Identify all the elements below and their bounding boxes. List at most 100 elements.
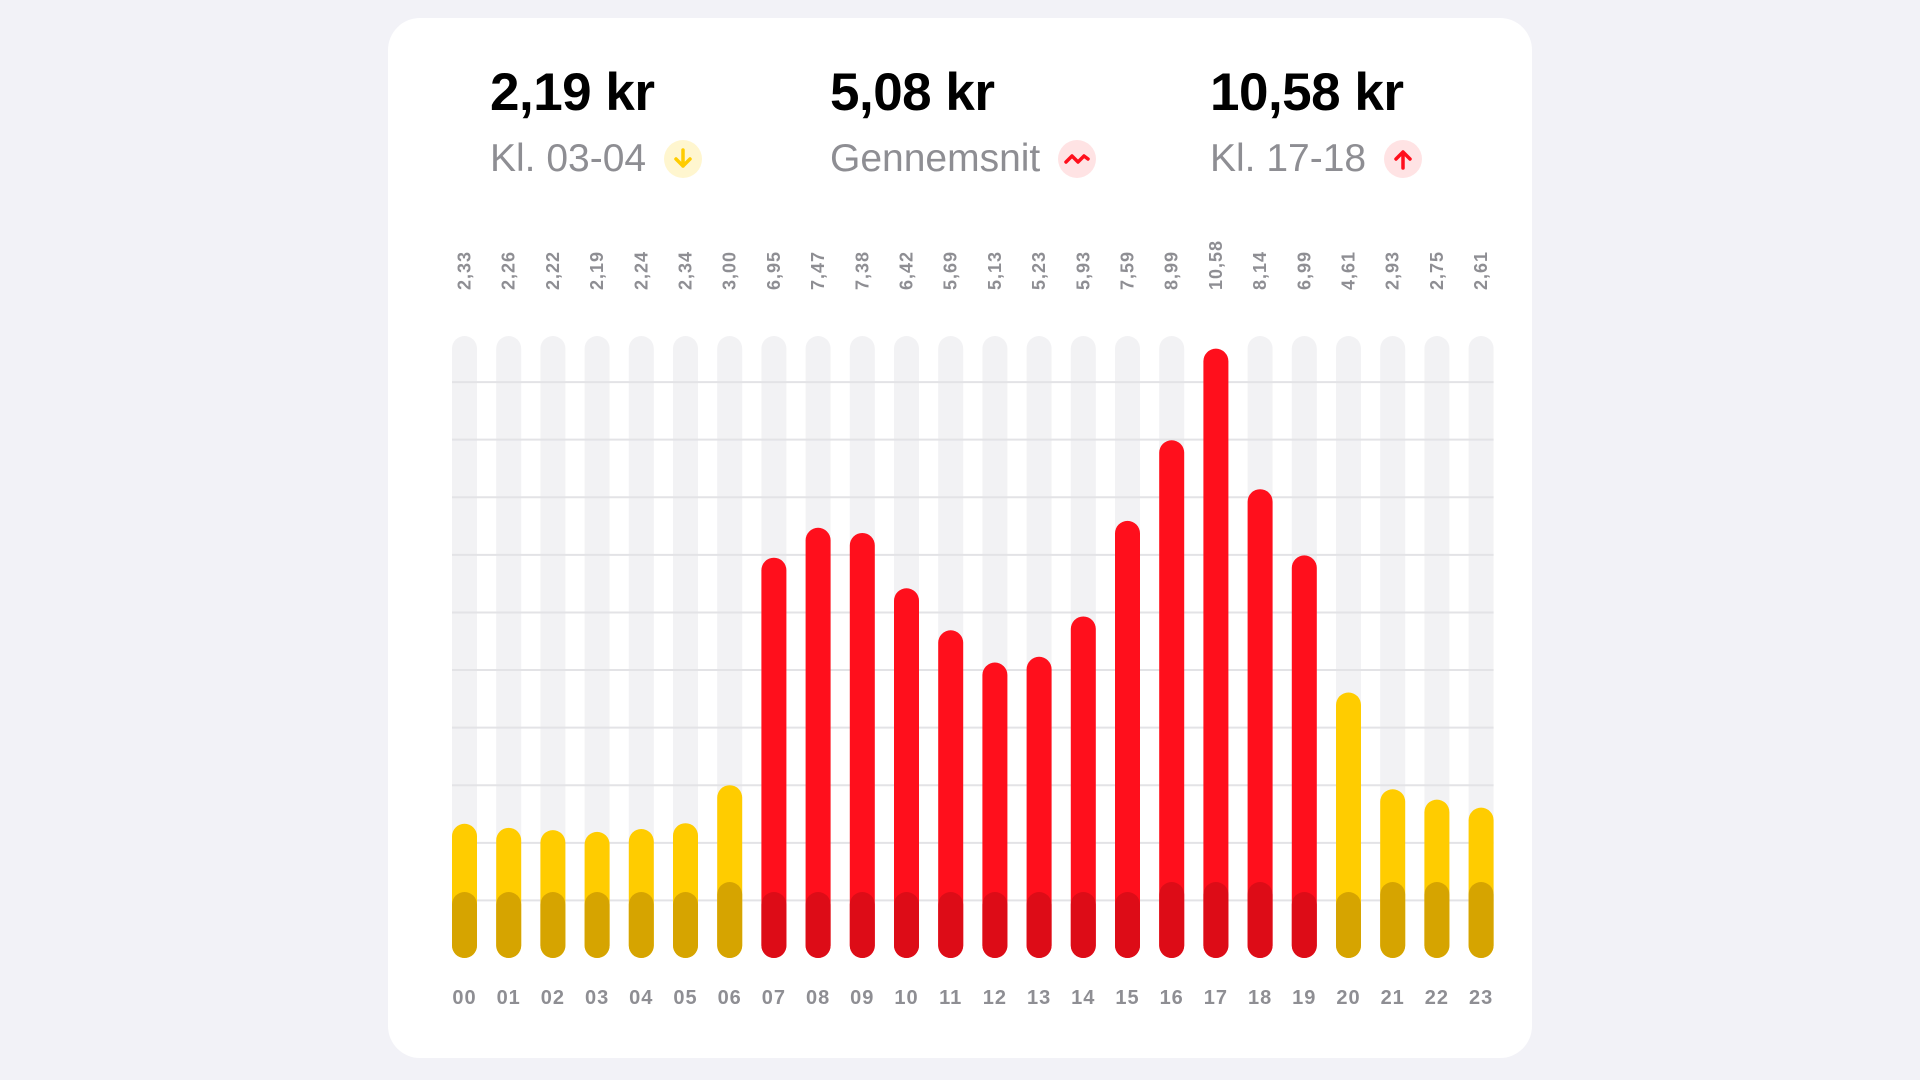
bar-value-label: 8,14 [1250,251,1270,290]
hour-tick-label: 05 [673,987,697,1009]
price-bar-base [1468,882,1494,958]
price-bar-base [938,892,964,958]
bar-value-label: 5,13 [985,251,1005,290]
price-bar-base [805,892,831,958]
price-bar[interactable] [1070,616,1096,958]
bar-value-label: 6,99 [1294,251,1314,290]
hour-tick-label: 18 [1248,987,1272,1009]
bar-value-label: 2,33 [455,251,475,290]
hour-tick-label: 14 [1071,987,1095,1009]
price-bar-base [452,892,477,958]
hour-tick-label: 10 [894,987,918,1009]
hour-tick-label: 07 [762,987,786,1009]
bar-value-label: 2,22 [543,251,563,290]
price-bar-base [761,892,787,958]
hour-tick-label: 20 [1336,987,1360,1009]
trend-wave-icon [1058,139,1097,178]
price-bar-base [628,892,654,958]
price-bar[interactable] [982,662,1008,958]
hour-tick-label: 19 [1292,987,1316,1009]
price-bar[interactable] [1026,656,1052,958]
price-bar-base [496,892,522,958]
price-bar-base [1070,892,1096,958]
hour-tick-label: 17 [1204,987,1228,1009]
highest-price-time: Kl. 17-18 [1210,137,1367,180]
hourly-price-chart: 2,33 2,26 2,22 2,19 2,24 2,34 3,00 6,95 7,47 7,38… [452,240,1494,1009]
bar-value-label: 8,99 [1162,251,1182,290]
hour-tick-label: 04 [629,987,653,1009]
price-bar-base [717,882,743,958]
average-price-value: 5,08 kr [830,63,995,122]
hour-tick-label: 00 [452,987,476,1009]
price-bar[interactable] [849,532,875,958]
price-bar[interactable] [1247,489,1273,958]
hour-tick-label: 23 [1469,987,1493,1009]
price-bar-base [673,892,698,958]
bar-value-label: 7,38 [852,251,872,290]
hour-tick-label: 06 [718,987,742,1009]
bar-value-label: 2,19 [587,251,607,290]
bar-value-label: 2,24 [631,251,651,290]
price-bar[interactable] [894,588,919,958]
bar-track [496,336,522,958]
lowest-price-stat: 2,19 kr Kl. 03-04 [490,63,703,180]
highest-price-value: 10,58 kr [1210,63,1404,122]
lowest-price-value: 2,19 kr [490,63,655,122]
bar-track [1468,336,1494,958]
hour-tick-label: 15 [1115,987,1139,1009]
price-bar-base [1424,882,1450,958]
arrow-up-icon [1384,139,1423,178]
hour-tick-label: 12 [983,987,1007,1009]
price-bar[interactable] [761,557,787,958]
bar-track [673,336,698,958]
bar-value-label: 7,59 [1118,251,1138,290]
arrow-down-icon [664,139,703,178]
price-bar-base [849,892,875,958]
hour-tick-label: 01 [497,987,521,1009]
average-price-stat: 5,08 kr Gennemsnit [830,63,1097,180]
bar-value-label: 10,58 [1206,240,1226,290]
bar-value-label: 5,23 [1029,251,1049,290]
price-bar-base [1159,882,1185,958]
price-bar[interactable] [1115,520,1140,958]
price-bar-base [1380,882,1406,958]
lowest-price-time: Kl. 03-04 [490,137,647,180]
bar-value-label: 2,26 [499,251,519,290]
hour-tick-label: 03 [585,987,609,1009]
bar-value-label: 6,95 [764,251,784,290]
price-bar-base [540,892,566,958]
hour-tick-label: 09 [850,987,874,1009]
bar-track [540,336,566,958]
price-bar[interactable] [805,527,831,958]
bar-value-label: 3,00 [720,251,740,290]
price-bar-base [982,892,1008,958]
bar-value-label: 5,69 [941,251,961,290]
price-bar-base [1115,892,1140,958]
hour-tick-label: 08 [806,987,830,1009]
bar-value-label: 2,34 [676,251,696,290]
price-bar-base [1336,892,1361,958]
price-card: 2,19 kr Kl. 03-04 5,08 kr Gennemsnit 10,… [388,18,1532,1058]
highest-price-stat: 10,58 kr Kl. 17-18 [1210,63,1423,180]
average-price-label: Gennemsnit [830,137,1041,180]
price-bar[interactable] [938,630,964,958]
price-bar[interactable] [1336,692,1361,958]
price-bar[interactable] [1203,348,1229,958]
hour-tick-label: 02 [541,987,565,1009]
price-bar-base [894,892,919,958]
price-bar[interactable] [1159,440,1185,959]
hour-tick-label: 13 [1027,987,1051,1009]
hour-tick-label: 22 [1425,987,1449,1009]
price-bar-base [1203,882,1229,958]
price-bar[interactable] [1291,555,1317,958]
price-bar-base [1291,892,1317,958]
bar-track [452,336,477,958]
price-bar-base [1026,892,1052,958]
bar-value-label: 2,61 [1471,251,1491,290]
price-bar-base [584,892,610,958]
bar-value-label: 6,42 [897,251,917,290]
hour-tick-label: 11 [939,987,962,1009]
bar-track [584,336,610,958]
bar-value-label: 2,93 [1383,251,1403,290]
hour-tick-label: 21 [1381,987,1405,1009]
